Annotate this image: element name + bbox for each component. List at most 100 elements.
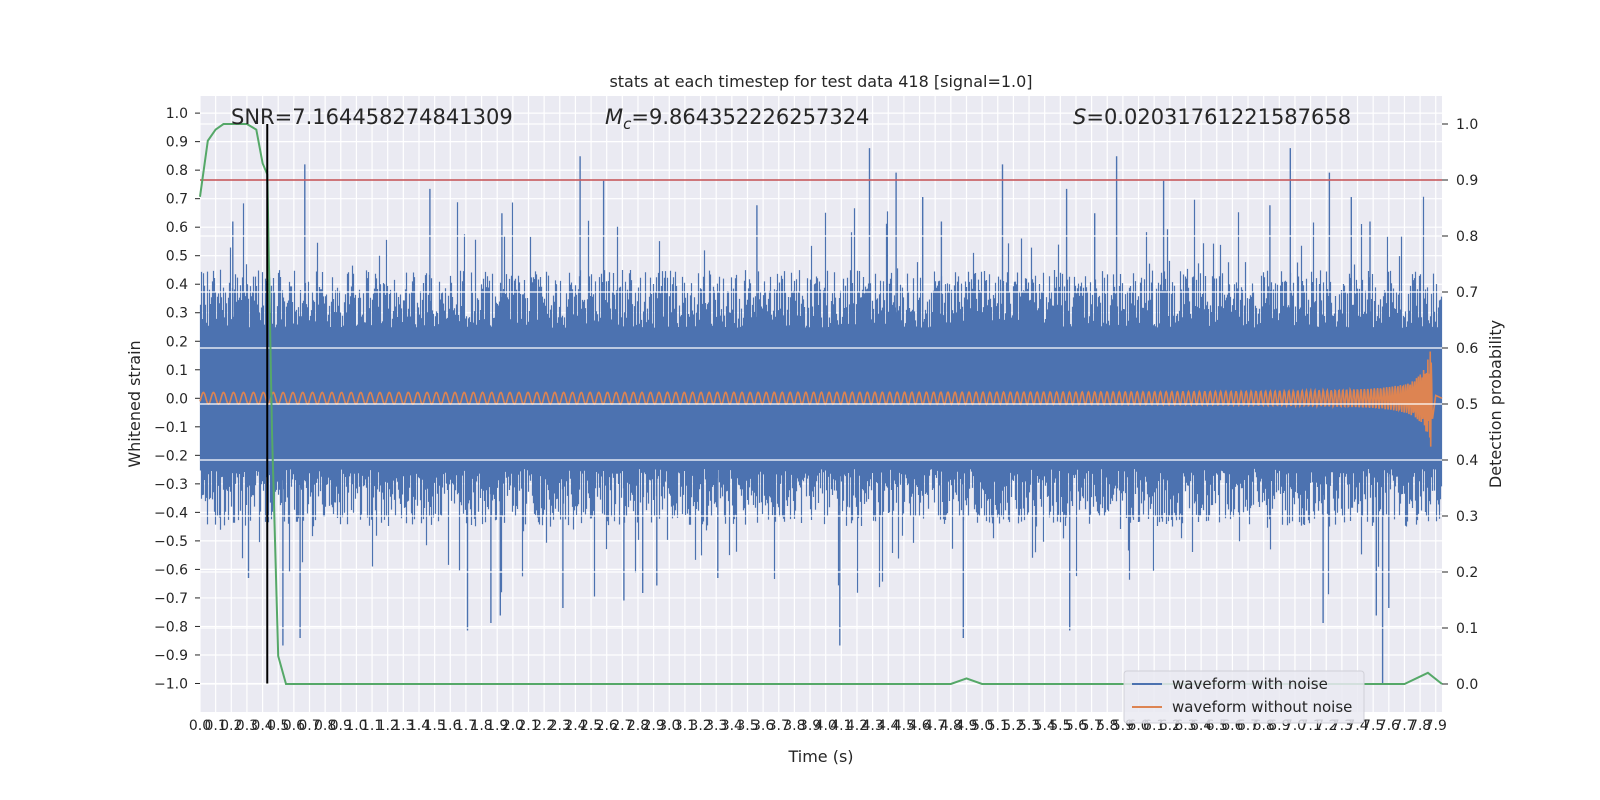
x-tick-label: 5.5 [1049, 718, 1071, 734]
spin-annotation: S=0.02031761221587658 [1073, 105, 1351, 129]
y-tick-label: 0.1 [166, 363, 188, 379]
x-tick-label: 7.9 [1425, 718, 1447, 734]
y2-tick-label: 0.1 [1456, 621, 1478, 637]
y-tick-label: 0.2 [166, 334, 188, 350]
legend-label-noise: waveform with noise [1172, 675, 1328, 693]
x-tick-label: 1.1 [361, 718, 383, 734]
y-tick-label: −0.1 [154, 420, 188, 436]
legend: waveform with noise waveform without noi… [1123, 670, 1365, 724]
y-tick-label: 0.0 [166, 391, 188, 407]
y-tick-label: 0.8 [166, 163, 188, 179]
y-tick-label: −0.7 [154, 591, 188, 607]
y-tick-label: 0.7 [166, 192, 188, 208]
x-tick-label: 3.8 [783, 718, 805, 734]
x-tick-label: 0.5 [267, 718, 289, 734]
x-tick-label: 2.0 [502, 718, 524, 734]
y-tick-label: −0.6 [154, 562, 188, 578]
x-tick-label: 5.2 [1002, 718, 1024, 734]
y-tick-label: 0.4 [166, 277, 188, 293]
y2-tick-label: 1.0 [1456, 117, 1478, 133]
x-tick-label: 1.9 [486, 718, 508, 734]
x-tick-label: 2.5 [580, 718, 602, 734]
y2-axis-label: Detection probability [1486, 320, 1505, 488]
x-tick-label: 7.5 [1362, 718, 1384, 734]
chirp-mass-subscript: c [623, 115, 632, 133]
y-tick-label: −0.5 [154, 534, 188, 550]
x-tick-label: 0.1 [205, 718, 227, 734]
x-tick-label: 2.8 [627, 718, 649, 734]
x-tick-label: 4.6 [908, 718, 930, 734]
x-tick-label: 5.0 [971, 718, 993, 734]
x-tick-label: 5.8 [1096, 718, 1118, 734]
y2-tick-label: 0.0 [1456, 677, 1478, 693]
x-tick-label: 7.7 [1393, 718, 1415, 734]
x-tick-label: 0.0 [189, 718, 211, 734]
x-tick-label: 2.9 [642, 718, 664, 734]
x-tick-label: 0.2 [220, 718, 242, 734]
y2-tick-label: 0.3 [1456, 509, 1478, 525]
x-tick-label: 7.6 [1378, 718, 1400, 734]
x-tick-label: 5.1 [987, 718, 1009, 734]
x-tick-label: 2.1 [517, 718, 539, 734]
y-tick-label: −0.3 [154, 477, 188, 493]
x-tick-label: 3.4 [721, 718, 743, 734]
overlay-lines [199, 123, 1443, 685]
chirp-mass-annotation: Mc=9.864352226257324 [605, 105, 869, 133]
x-tick-label: 4.3 [861, 718, 883, 734]
y-tick-label: −0.9 [154, 648, 188, 664]
x-tick-label: 2.6 [596, 718, 618, 734]
y2-tick-label: 0.7 [1456, 285, 1478, 301]
x-tick-label: 3.2 [689, 718, 711, 734]
x-tick-label: 3.6 [752, 718, 774, 734]
x-tick-label: 4.1 [830, 718, 852, 734]
x-tick-label: 7.8 [1409, 718, 1431, 734]
x-tick-label: 4.2 [846, 718, 868, 734]
y-tick-label: 0.5 [166, 249, 188, 265]
x-tick-label: 3.3 [705, 718, 727, 734]
detection-probability-line [199, 123, 1443, 685]
x-tick-label: 3.1 [674, 718, 696, 734]
x-tick-label: 3.9 [799, 718, 821, 734]
x-tick-label: 1.5 [424, 718, 446, 734]
x-tick-label: 4.0 [815, 718, 837, 734]
spin-value: =0.02031761221587658 [1086, 105, 1351, 129]
legend-label-clean: waveform without noise [1172, 698, 1352, 716]
snr-annotation: SNR=7.164458274841309 [231, 105, 513, 129]
x-tick-label: 0.4 [251, 718, 273, 734]
y2-tick-label: 0.5 [1456, 397, 1478, 413]
chirp-mass-value: =9.864352226257324 [631, 105, 869, 129]
x-axis-label: Time (s) [787, 747, 853, 766]
x-tick-label: 4.4 [877, 718, 899, 734]
chirp-mass-symbol: M [605, 105, 623, 129]
x-tick-label: 3.7 [768, 718, 790, 734]
x-tick-label: 4.5 [893, 718, 915, 734]
x-tick-label: 1.3 [392, 718, 414, 734]
x-tick-label: 2.7 [611, 718, 633, 734]
y-tick-label: −1.0 [154, 676, 188, 692]
x-tick-label: 5.7 [1080, 718, 1102, 734]
y2-tick-label: 0.2 [1456, 565, 1478, 581]
y2-tick-label: 0.9 [1456, 173, 1478, 189]
x-tick-label: 4.8 [940, 718, 962, 734]
x-tick-label: 1.7 [455, 718, 477, 734]
x-tick-label: 1.4 [408, 718, 430, 734]
y-tick-label: 0.6 [166, 220, 188, 236]
spin-symbol: S [1073, 105, 1086, 129]
x-tick-label: 5.6 [1065, 718, 1087, 734]
y-tick-label: 1.0 [166, 106, 188, 122]
y-tick-label: −0.2 [154, 448, 188, 464]
y-tick-label: −0.4 [154, 505, 188, 521]
x-tick-label: 5.3 [1018, 718, 1040, 734]
chart-title: stats at each timestep for test data 418… [609, 72, 1032, 91]
y2-tick-label: 0.4 [1456, 453, 1478, 469]
y-tick-label: 0.9 [166, 135, 188, 151]
x-tick-label: 3.5 [736, 718, 758, 734]
y2-tick-label: 0.6 [1456, 341, 1478, 357]
x-tick-label: 2.4 [564, 718, 586, 734]
x-tick-label: 1.2 [377, 718, 399, 734]
y2-tick-labels: 1.0 0.9 0.8 0.7 0.6 0.5 0.4 0.3 0.2 0.1 0.0 [1456, 117, 1478, 693]
x-tick-label: 2.2 [533, 718, 555, 734]
y-axis-label: Whitened strain [125, 340, 144, 467]
x-tick-label: 0.8 [314, 718, 336, 734]
y-tick-labels: 1.0 0.9 0.8 0.7 0.6 0.5 0.4 0.3 0.2 0.1 0.0 −0.1 −0.… [154, 106, 188, 692]
